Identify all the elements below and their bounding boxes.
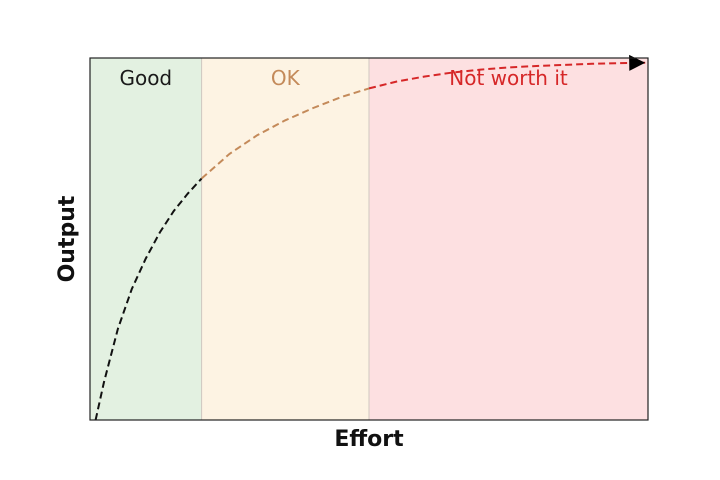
x-axis-label: Effort bbox=[334, 427, 404, 452]
zone-ok-background bbox=[202, 58, 369, 420]
zone-label-ok: OK bbox=[271, 66, 301, 90]
zone-label-good: Good bbox=[119, 66, 172, 90]
y-axis-label: Output bbox=[55, 195, 80, 282]
zone-good-background bbox=[90, 58, 202, 420]
zone-label-not-worth-it: Not worth it bbox=[449, 66, 568, 90]
zone-not-worth-it-background bbox=[369, 58, 648, 420]
